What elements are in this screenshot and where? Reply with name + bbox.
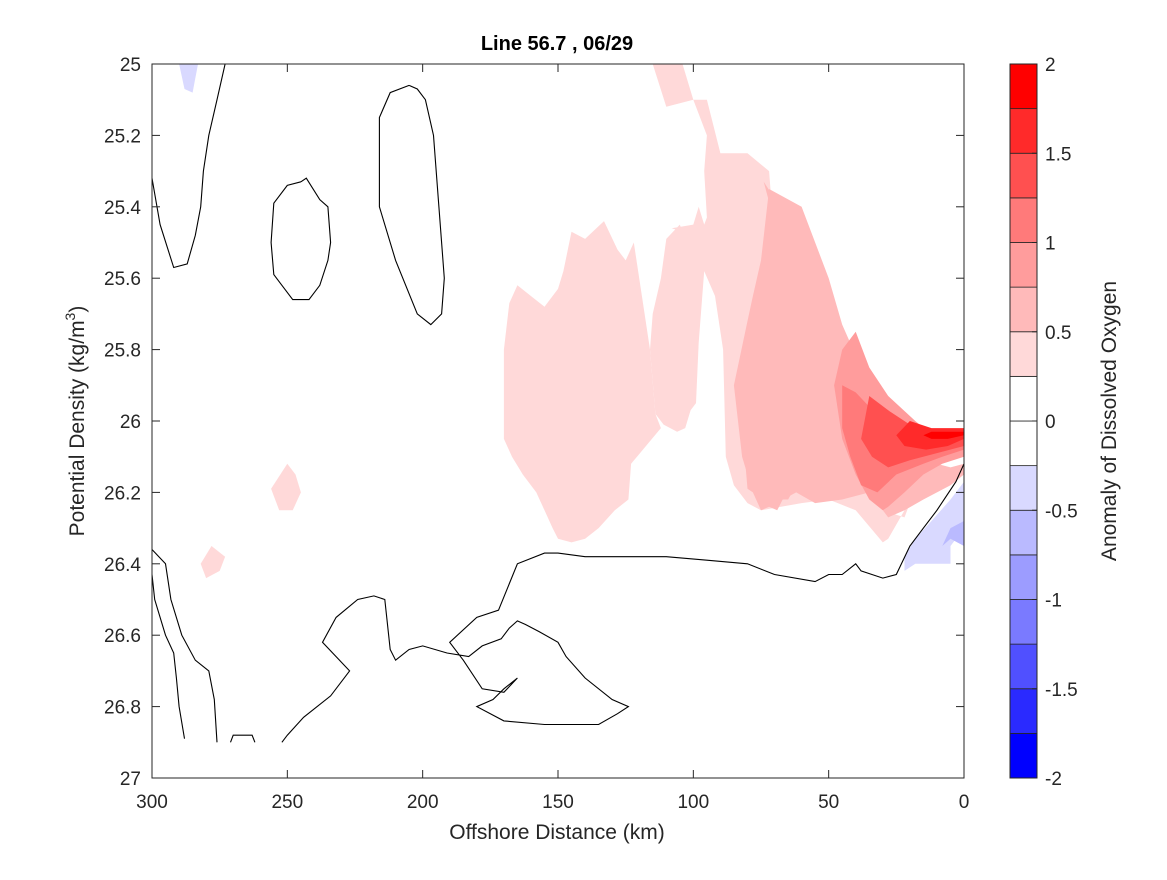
x-tick-label-6: 0 bbox=[959, 792, 970, 813]
colorbar-segment-10 bbox=[1009, 286, 1038, 333]
colorbar-segment-9 bbox=[1009, 331, 1038, 377]
y-axis-label: Potential Density (kg/m3) bbox=[62, 306, 89, 537]
colorbar-segment-13 bbox=[1009, 152, 1038, 199]
x-tick-label-4: 100 bbox=[677, 792, 709, 813]
y-tick-label-10: 27 bbox=[120, 769, 141, 790]
contour-fill-10 bbox=[923, 431, 964, 439]
colorbar-tick-label-4: 0 bbox=[1045, 412, 1056, 433]
x-axis-label: Offshore Distance (km) bbox=[449, 821, 665, 844]
colorbar-segment-2 bbox=[1009, 643, 1038, 690]
zero-contour-line-4 bbox=[229, 734, 256, 743]
colorbar-tick-label-8: -2 bbox=[1045, 769, 1062, 790]
y-tick-label-7: 26.4 bbox=[104, 555, 141, 576]
zero-contour-line-5 bbox=[281, 463, 965, 743]
x-tick-label-1: 250 bbox=[271, 792, 303, 813]
colorbar-ticks: 2 1.5 1 0.5 0 -0.5 -1 -1.5 -2 bbox=[1032, 55, 1078, 790]
x-tick-label-0: 300 bbox=[136, 792, 168, 813]
colorbar-segment-7 bbox=[1009, 420, 1038, 467]
zero-contour-line-3 bbox=[151, 549, 218, 743]
y-tick-label-3: 25.6 bbox=[104, 269, 141, 290]
colorbar-tick-label-1: 1.5 bbox=[1045, 144, 1071, 165]
filled-contours bbox=[179, 64, 964, 579]
colorbar-tick-label-7: -1.5 bbox=[1045, 680, 1078, 701]
colorbar-segment-6 bbox=[1009, 465, 1038, 511]
y-tick-label-0: 25 bbox=[120, 55, 141, 76]
y-tick-label-6: 26.2 bbox=[104, 483, 141, 504]
plot-area: 300 250 200 150 100 50 0 2525.225.425.625.8262… bbox=[104, 55, 969, 813]
contour-fill-12 bbox=[904, 481, 964, 571]
colorbar-tick-label-6: -1 bbox=[1045, 591, 1062, 612]
y-tick-label-4: 25.8 bbox=[104, 341, 141, 362]
y-tick-label-5: 26 bbox=[120, 412, 141, 433]
colorbar-label: Anomaly of Dissolved Oxygen bbox=[1098, 281, 1121, 561]
zero-contour-line-6 bbox=[151, 574, 186, 739]
colorbar-tick-label-2: 1 bbox=[1045, 234, 1056, 255]
contour-fill-2 bbox=[271, 463, 301, 511]
colorbar-segment-8 bbox=[1009, 375, 1038, 422]
zero-contour-line-2 bbox=[270, 177, 332, 301]
colorbar-tick-label-0: 2 bbox=[1045, 55, 1056, 76]
contour-fill-13 bbox=[942, 521, 964, 564]
y-tick-label-9: 26.8 bbox=[104, 698, 141, 719]
contour-fill-11 bbox=[179, 64, 198, 93]
y-axis-label-main: Potential Density (kg/m bbox=[66, 320, 89, 536]
zero-contour-line-0 bbox=[151, 63, 226, 269]
zero-contour-line-1 bbox=[378, 84, 445, 326]
x-axis-ticks: 300 250 200 150 100 50 0 bbox=[136, 64, 969, 813]
contour-fill-3 bbox=[200, 546, 226, 579]
colorbar-tick-label-3: 0.5 bbox=[1045, 323, 1071, 344]
colorbar-segment-5 bbox=[1009, 509, 1038, 556]
colorbar-segments bbox=[1009, 63, 1038, 779]
y-tick-label-1: 25.2 bbox=[104, 126, 141, 147]
x-tick-label-2: 200 bbox=[407, 792, 439, 813]
x-tick-label-5: 50 bbox=[818, 792, 839, 813]
colorbar-segment-14 bbox=[1009, 108, 1038, 154]
colorbar-segment-4 bbox=[1009, 554, 1038, 600]
colorbar-segment-15 bbox=[1009, 63, 1038, 110]
contour-fill-0 bbox=[650, 64, 964, 543]
y-axis-label-close: ) bbox=[66, 306, 89, 313]
colorbar-segment-12 bbox=[1009, 197, 1038, 243]
chart-title: Line 56.7 , 06/29 bbox=[481, 33, 633, 55]
y-tick-label-2: 25.4 bbox=[104, 198, 141, 219]
colorbar-segment-3 bbox=[1009, 599, 1038, 645]
x-tick-label-3: 150 bbox=[542, 792, 574, 813]
colorbar-segment-1 bbox=[1009, 688, 1038, 734]
contour-fill-1 bbox=[503, 221, 661, 543]
y-axis-label-sup: 3 bbox=[62, 312, 78, 320]
zero-contour-lines bbox=[151, 63, 965, 743]
y-tick-label-8: 26.6 bbox=[104, 626, 141, 647]
y-axis-ticks: 25 25.2 25.4 25.6 25.8 26 26.2 26.4 26.6 26.8 27 bbox=[104, 55, 964, 790]
colorbar-tick-label-5: -0.5 bbox=[1045, 501, 1078, 522]
colorbar-segment-11 bbox=[1009, 242, 1038, 288]
colorbar-segment-0 bbox=[1009, 732, 1038, 779]
colorbar: 2 1.5 1 0.5 0 -0.5 -1 -1.5 -2 Anomaly of Dissolv… bbox=[1009, 55, 1121, 790]
